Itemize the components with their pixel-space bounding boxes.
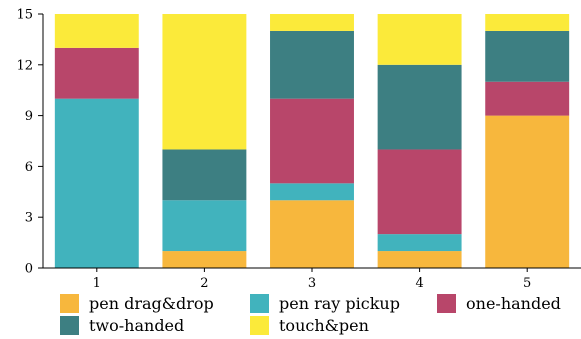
legend-label-one-handed: one-handed (466, 294, 561, 313)
y-tick-label: 3 (25, 211, 33, 226)
bar-touch-pen-5 (485, 14, 570, 31)
legend-item-pen-ray-pickup: pen ray pickup (250, 294, 400, 313)
legend-swatch-touch-pen (250, 316, 269, 335)
y-ticks-group: 0 3 6 9 12 15 (16, 8, 43, 277)
legend-swatch-two-handed (60, 316, 79, 335)
legend-label-pen-ray-pickup: pen ray pickup (279, 294, 400, 313)
y-tick-label: 15 (16, 8, 33, 23)
legend-item-one-handed: one-handed (437, 294, 561, 313)
bar-pen-drag-drop-4 (377, 251, 462, 268)
y-tick-label: 0 (25, 262, 33, 277)
bar-touch-pen-2 (162, 14, 247, 150)
x-tick-label: 4 (415, 276, 423, 291)
legend-item-touch-pen: touch&pen (250, 316, 369, 335)
bar-pen-ray-pickup-1 (54, 98, 139, 269)
bar-one-handed-4 (377, 149, 462, 235)
bar-pen-drag-drop-5 (485, 115, 570, 268)
bars-group (54, 14, 570, 269)
legend-label-two-handed: two-handed (89, 316, 185, 335)
bar-one-handed-3 (270, 98, 354, 184)
legend-swatch-pen-ray-pickup (250, 294, 269, 313)
bar-two-handed-2 (162, 149, 247, 201)
bar-one-handed-1 (54, 47, 139, 99)
legend: pen drag&drop pen ray pickup one-handed … (60, 291, 575, 337)
legend-item-pen-drag-drop: pen drag&drop (60, 294, 214, 313)
legend-swatch-pen-drag-drop (60, 294, 79, 313)
bar-touch-pen-4 (377, 14, 462, 65)
legend-swatch-one-handed (437, 294, 456, 313)
x-tick-label: 5 (523, 276, 531, 291)
bar-pen-ray-pickup-4 (377, 234, 462, 252)
bar-pen-ray-pickup-3 (270, 183, 354, 201)
bar-two-handed-3 (270, 30, 354, 99)
x-tick-label: 1 (93, 276, 101, 291)
bar-pen-drag-drop-3 (270, 200, 354, 268)
x-tick-label: 2 (200, 276, 208, 291)
bar-touch-pen-3 (270, 14, 354, 31)
bar-touch-pen-1 (54, 14, 139, 48)
legend-label-touch-pen: touch&pen (279, 316, 369, 335)
bar-one-handed-5 (485, 81, 570, 116)
y-tick-label: 12 (16, 58, 33, 73)
legend-item-two-handed: two-handed (60, 316, 184, 335)
y-tick-label: 6 (25, 160, 33, 175)
bar-two-handed-5 (485, 30, 570, 82)
x-tick-label: 3 (308, 276, 316, 291)
x-ticks-group: 1 2 3 4 5 (93, 268, 531, 291)
bar-two-handed-4 (377, 64, 462, 150)
bar-pen-drag-drop-2 (162, 251, 247, 268)
legend-label-pen-drag-drop: pen drag&drop (89, 294, 214, 313)
bar-pen-ray-pickup-2 (162, 200, 247, 252)
y-tick-label: 9 (25, 109, 33, 124)
